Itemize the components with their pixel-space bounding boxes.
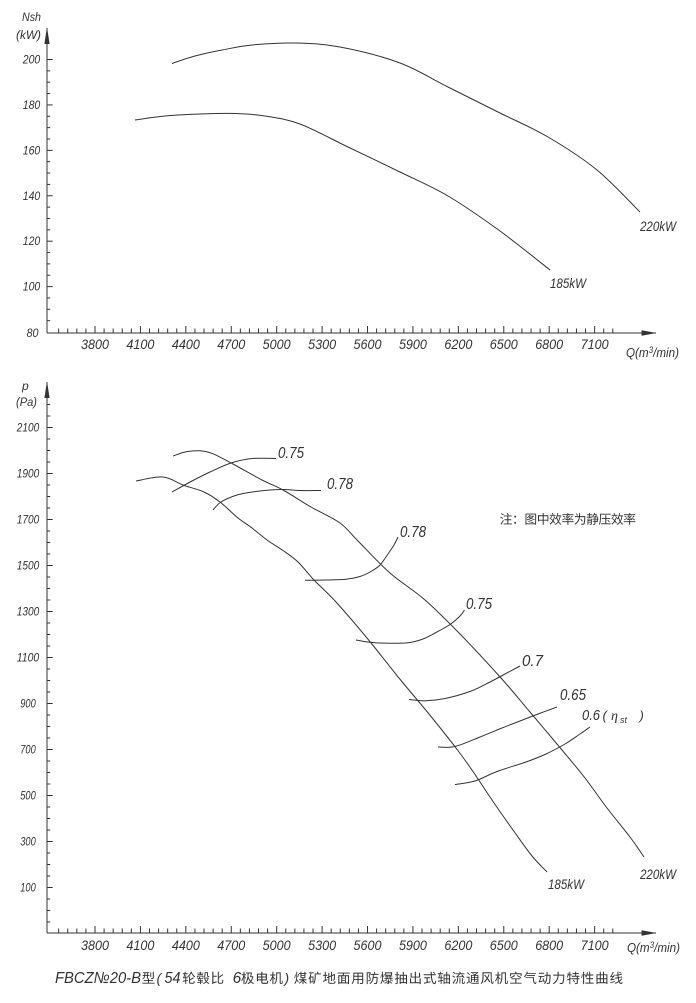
svg-text:2100: 2100 bbox=[16, 423, 40, 435]
svg-text:(: ( bbox=[157, 970, 163, 986]
svg-text:5000: 5000 bbox=[263, 336, 291, 352]
svg-text:Q(m3/min): Q(m3/min) bbox=[626, 345, 679, 360]
svg-text:100: 100 bbox=[20, 883, 36, 895]
svg-text:6500: 6500 bbox=[490, 336, 518, 352]
svg-text:Nsh: Nsh bbox=[22, 12, 41, 24]
svg-text:): ) bbox=[638, 708, 644, 723]
svg-text:4700: 4700 bbox=[217, 937, 245, 953]
svg-text:5300: 5300 bbox=[308, 336, 336, 352]
svg-text:180: 180 bbox=[23, 100, 41, 112]
svg-text:220kW: 220kW bbox=[639, 866, 677, 882]
svg-text:7100: 7100 bbox=[581, 937, 609, 953]
svg-text:500: 500 bbox=[20, 791, 36, 803]
svg-text:5600: 5600 bbox=[354, 937, 382, 953]
svg-text:1700: 1700 bbox=[17, 515, 40, 527]
svg-text:1900: 1900 bbox=[17, 469, 40, 481]
svg-text:p: p bbox=[21, 379, 29, 393]
svg-text:5300: 5300 bbox=[308, 937, 336, 953]
svg-text:54: 54 bbox=[165, 970, 181, 987]
svg-text:160: 160 bbox=[23, 145, 41, 157]
svg-text:900: 900 bbox=[20, 699, 36, 711]
svg-text:η: η bbox=[611, 709, 618, 724]
svg-text:5000: 5000 bbox=[263, 937, 291, 953]
svg-text:(: ( bbox=[603, 708, 609, 723]
svg-text:): ) bbox=[283, 970, 290, 986]
svg-text:Q(m3/min): Q(m3/min) bbox=[627, 940, 680, 955]
svg-text:0.7: 0.7 bbox=[522, 653, 544, 670]
svg-text:4100: 4100 bbox=[126, 336, 154, 352]
svg-text:0.65: 0.65 bbox=[560, 687, 586, 704]
svg-text:4700: 4700 bbox=[217, 336, 245, 352]
svg-text:6200: 6200 bbox=[444, 937, 472, 953]
svg-text:0.6: 0.6 bbox=[582, 707, 601, 724]
svg-text:4100: 4100 bbox=[126, 937, 154, 953]
svg-text:3800: 3800 bbox=[81, 937, 109, 953]
svg-text:FBCZ№20-B: FBCZ№20-B bbox=[55, 970, 141, 987]
svg-text:120: 120 bbox=[23, 236, 41, 248]
svg-text:5600: 5600 bbox=[354, 336, 382, 352]
svg-text:185kW: 185kW bbox=[550, 275, 587, 291]
svg-text:st: st bbox=[620, 715, 628, 725]
svg-text:700: 700 bbox=[20, 745, 36, 757]
svg-text:6500: 6500 bbox=[490, 937, 518, 953]
svg-text:7100: 7100 bbox=[581, 336, 609, 352]
svg-text:4400: 4400 bbox=[172, 336, 200, 352]
svg-text:5900: 5900 bbox=[399, 336, 427, 352]
svg-text:4400: 4400 bbox=[172, 937, 200, 953]
svg-text:(kW): (kW) bbox=[16, 30, 41, 42]
svg-text:5900: 5900 bbox=[399, 937, 427, 953]
svg-text:185kW: 185kW bbox=[548, 876, 585, 892]
svg-text:0.78: 0.78 bbox=[400, 524, 426, 541]
svg-text:1100: 1100 bbox=[17, 653, 40, 665]
svg-text:0.78: 0.78 bbox=[327, 476, 353, 493]
svg-text:200: 200 bbox=[22, 55, 41, 67]
svg-text:6: 6 bbox=[233, 970, 242, 987]
svg-text:140: 140 bbox=[23, 191, 41, 203]
svg-text:0.75: 0.75 bbox=[278, 445, 304, 462]
svg-text:300: 300 bbox=[20, 837, 36, 849]
svg-text:3800: 3800 bbox=[81, 336, 109, 352]
svg-text:1300: 1300 bbox=[17, 607, 40, 619]
svg-text:100: 100 bbox=[23, 282, 41, 294]
svg-text:80: 80 bbox=[27, 328, 40, 340]
svg-text:6800: 6800 bbox=[535, 336, 563, 352]
svg-text:220kW: 220kW bbox=[639, 218, 677, 234]
svg-text:1500: 1500 bbox=[17, 561, 40, 573]
svg-text:6800: 6800 bbox=[535, 937, 563, 953]
svg-text:6200: 6200 bbox=[444, 336, 472, 352]
svg-text:0.75: 0.75 bbox=[466, 596, 492, 613]
svg-text:(Pa): (Pa) bbox=[16, 397, 37, 409]
